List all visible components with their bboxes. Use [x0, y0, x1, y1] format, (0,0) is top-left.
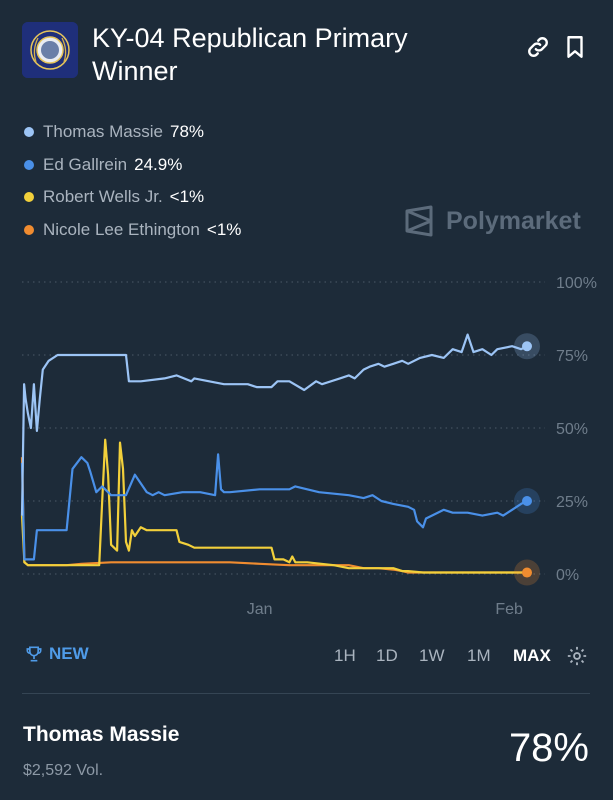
legend-entry: Robert Wells Jr. <1%	[24, 181, 241, 214]
market-header: KY-04 Republican Primary Winner	[22, 22, 592, 92]
trophy-icon	[26, 646, 42, 662]
page-title: KY-04 Republican Primary Winner	[92, 23, 408, 86]
outcome-percent: 78%	[508, 726, 589, 770]
link-icon[interactable]	[525, 34, 551, 60]
legend-name: Robert Wells Jr.	[43, 187, 163, 207]
y-tick-label: 0%	[556, 567, 579, 584]
new-label: NEW	[49, 644, 89, 663]
end-marker	[522, 496, 532, 506]
legend-value: <1%	[169, 187, 205, 207]
bookmark-icon[interactable]	[562, 34, 588, 60]
end-marker	[522, 567, 532, 578]
legend-value: 78%	[169, 122, 205, 142]
legend-entry: Ed Gallrein 24.9%	[24, 149, 241, 182]
series-line	[20, 438, 527, 574]
end-marker	[522, 341, 532, 352]
legend-name: Nicole Lee Ethington	[43, 219, 200, 239]
y-tick-label: 50%	[556, 421, 588, 438]
polymarket-logo-icon	[405, 205, 433, 237]
legend-dot	[24, 127, 34, 138]
legend-name: Ed Gallrein	[43, 154, 128, 174]
timeframe-max[interactable]: MAX	[513, 646, 551, 665]
chart-controls: NEW 1H 1D 1W 1M MAX	[0, 644, 613, 670]
legend-name: Thomas Massie	[43, 122, 163, 142]
legend-dot	[24, 192, 34, 203]
legend-entry: Nicole Lee Ethington <1%	[24, 214, 241, 247]
legend-value: 24.9%	[134, 154, 183, 174]
legend-entry: Thomas Massie 78%	[24, 116, 241, 149]
legend-value: <1%	[206, 219, 242, 239]
timeframe-1w[interactable]: 1W	[419, 646, 445, 665]
y-tick-label: 100%	[556, 275, 597, 292]
chart-legend: Thomas Massie 78% Ed Gallrein 24.9% Robe…	[24, 116, 241, 246]
polymarket-watermark: Polymarket	[404, 203, 581, 239]
x-tick-label: Jan	[247, 601, 273, 618]
x-tick-label: Feb	[495, 601, 523, 618]
y-tick-label: 25%	[556, 494, 588, 511]
y-tick-label: 75%	[556, 348, 588, 365]
new-badge[interactable]: NEW	[24, 644, 89, 664]
timeframe-1m[interactable]: 1M	[467, 646, 491, 665]
kentucky-flag-icon	[22, 22, 78, 78]
legend-dot	[24, 159, 34, 170]
series-line	[20, 333, 528, 516]
timeframe-1h[interactable]: 1H	[334, 646, 356, 665]
legend-dot	[24, 224, 34, 235]
outcome-name: Thomas Massie	[23, 723, 180, 746]
timeframe-1d[interactable]: 1D	[376, 646, 398, 665]
divider	[22, 693, 590, 694]
outcome-volume: $2,592 Vol.	[23, 762, 104, 779]
price-chart[interactable]: 100% 75% 50% 25% 0% Jan Feb	[0, 268, 613, 624]
brand-name: Polymarket	[446, 206, 581, 235]
gear-icon[interactable]	[566, 645, 588, 667]
series-line	[20, 453, 528, 561]
